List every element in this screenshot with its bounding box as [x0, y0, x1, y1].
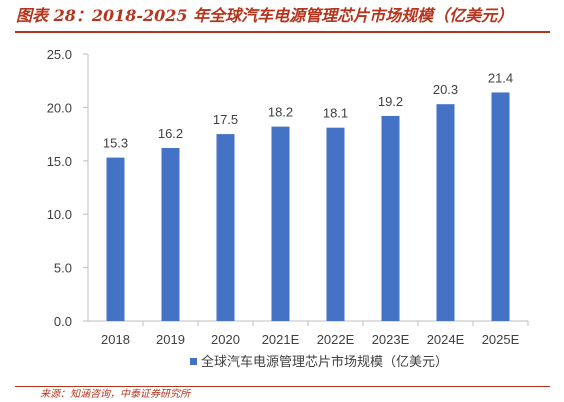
- data-label: 20.3: [433, 82, 458, 97]
- source-note: 来源：知涵咨询，中泰证券研究所: [40, 389, 190, 400]
- data-label: 15.3: [103, 136, 128, 151]
- x-tick-label: 2021E: [262, 332, 300, 347]
- data-label: 18.2: [268, 105, 293, 120]
- bar: [216, 134, 235, 321]
- y-tick-label: 10.0: [47, 207, 72, 222]
- chart-title: 图表 28：2018-2025 年全球汽车电源管理芯片市场规模（亿美元）: [16, 6, 514, 25]
- x-tick-label: 2020: [211, 332, 240, 347]
- x-tick-label: 2018: [101, 332, 130, 347]
- legend-label: 全球汽车电源管理芯片市场规模（亿美元）: [201, 354, 448, 370]
- y-tick-label: 5.0: [54, 261, 72, 276]
- x-tick-label: 2022E: [317, 332, 355, 347]
- bar: [106, 157, 125, 321]
- data-label: 16.2: [158, 126, 183, 141]
- bar: [491, 92, 510, 321]
- y-tick-label: 15.0: [47, 154, 72, 169]
- data-label: 18.1: [323, 106, 348, 121]
- x-tick-label: 2019: [156, 332, 185, 347]
- data-label: 21.4: [488, 70, 513, 85]
- bar: [381, 115, 400, 321]
- legend-swatch: [190, 358, 197, 365]
- x-tick-label: 2025E: [482, 332, 520, 347]
- y-tick-label: 20.0: [47, 100, 72, 115]
- bar: [436, 104, 455, 321]
- bar: [271, 126, 290, 322]
- x-tick-label: 2024E: [427, 332, 465, 347]
- x-tick-label: 2023E: [372, 332, 410, 347]
- footer-rule: [15, 386, 550, 387]
- title-rule: [15, 31, 550, 33]
- bar: [161, 147, 180, 321]
- data-label: 19.2: [378, 94, 403, 109]
- y-tick-label: 0.0: [54, 314, 72, 329]
- data-label: 17.5: [213, 112, 238, 127]
- bar: [326, 127, 345, 321]
- y-tick-label: 25.0: [47, 47, 72, 62]
